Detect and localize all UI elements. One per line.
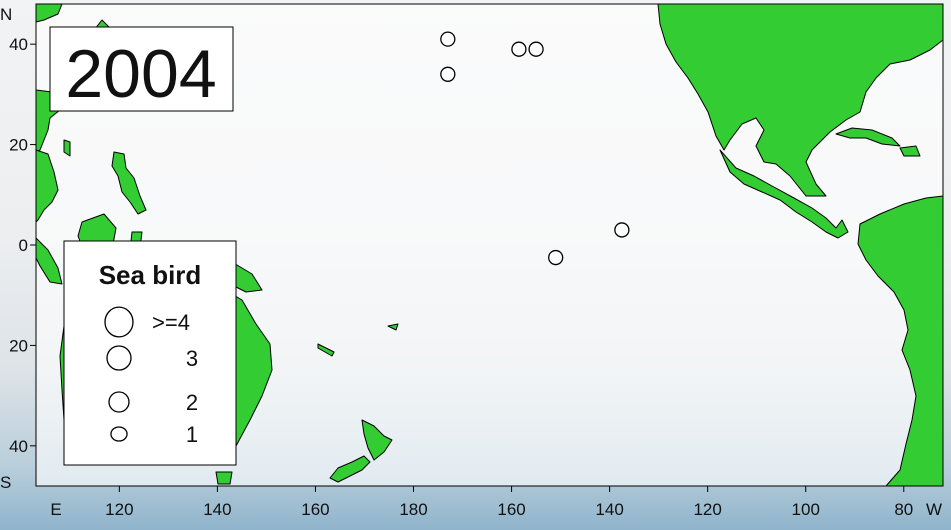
legend-symbol xyxy=(106,345,132,371)
lon-tick-label: 140 xyxy=(203,500,231,519)
west-label: W xyxy=(926,500,942,519)
seabird-marker xyxy=(511,41,527,57)
legend-label: 1 xyxy=(186,422,198,447)
landmass-nz-north xyxy=(361,419,393,461)
landmass-nz-south xyxy=(329,455,371,483)
seabird-marker xyxy=(528,41,544,57)
lat-tick-label: 40 xyxy=(9,437,28,456)
lat-tick-label: 0 xyxy=(19,236,28,255)
legend-symbol xyxy=(104,306,134,338)
legend-label: 2 xyxy=(186,390,198,415)
east-label: E xyxy=(50,500,61,519)
landmass-sumatra xyxy=(35,237,63,285)
lat-tick-label: 20 xyxy=(9,136,28,155)
legend-symbol xyxy=(108,391,130,413)
legend-label: >=4 xyxy=(152,310,190,335)
lon-tick-label: 120 xyxy=(693,500,721,519)
axes-layer: 120 140 160 180 160 140 120 100 80 40 20 0 20 40 N S E W xyxy=(0,3,944,519)
legend-frame xyxy=(63,240,237,466)
landmass-fiji xyxy=(387,323,399,331)
lon-tick-label: 80 xyxy=(894,500,913,519)
south-label: S xyxy=(0,473,11,492)
lat-tick-label: 20 xyxy=(9,336,28,355)
landmass-central-america xyxy=(719,149,849,239)
year-label: 2004 xyxy=(65,36,216,112)
landmass-taiwan xyxy=(63,139,71,157)
lon-tick-label: 100 xyxy=(792,500,820,519)
legend-title: Sea bird xyxy=(99,260,202,290)
seabird-marker xyxy=(548,249,564,266)
lon-tick-label: 120 xyxy=(105,500,133,519)
legend-symbol xyxy=(110,426,128,442)
lon-tick-label: 160 xyxy=(301,500,329,519)
lon-tick-label: 140 xyxy=(595,500,623,519)
landmass-cuba xyxy=(835,127,901,147)
landmass-hispaniola xyxy=(899,145,921,157)
landmass-philippines xyxy=(111,151,147,215)
north-label: N xyxy=(0,5,12,24)
lat-tick-label: 40 xyxy=(9,35,28,54)
lon-tick-label: 180 xyxy=(399,500,427,519)
seabird-marker xyxy=(440,66,456,82)
landmass-indochina xyxy=(35,149,59,223)
legend: Sea bird >=4 3 2 1 xyxy=(63,240,237,466)
observation-layer xyxy=(440,31,630,266)
landmass-tasmania xyxy=(215,471,233,485)
seabird-marker xyxy=(614,222,630,238)
landmass-south-america xyxy=(857,195,944,487)
seabird-marker xyxy=(440,31,456,47)
legend-entries: >=4 3 2 1 xyxy=(104,306,198,447)
lon-tick-label: 160 xyxy=(497,500,525,519)
legend-label: 3 xyxy=(186,346,198,371)
landmass-new-caledonia xyxy=(317,343,335,357)
landmass-north-america xyxy=(657,3,944,197)
year-box: 2004 xyxy=(49,26,234,112)
